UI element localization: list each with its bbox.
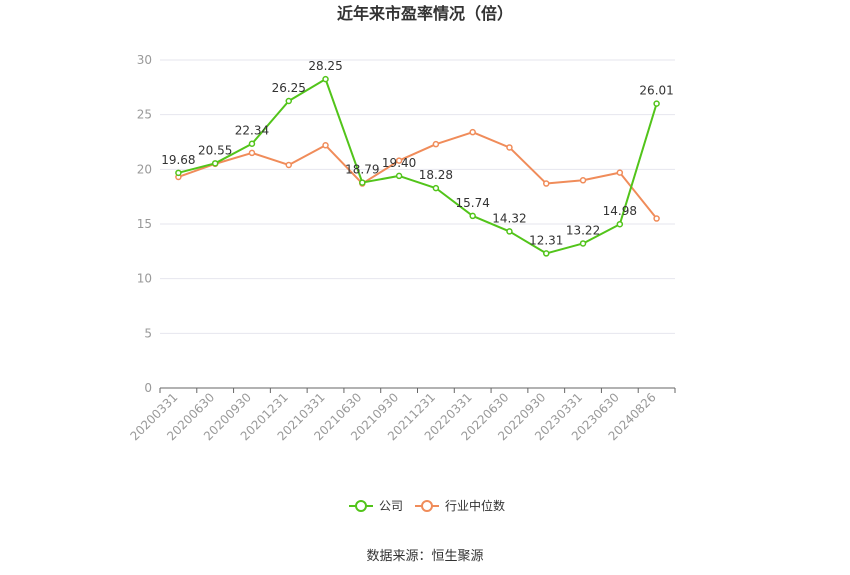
data-label: 14.98 (603, 204, 637, 218)
data-point[interactable] (653, 100, 660, 107)
y-tick-label: 25 (137, 108, 152, 122)
x-axis: 2020033120200630202009302020123120210331… (127, 387, 676, 443)
y-axis: 0 5 10 15 20 25 30 (137, 53, 152, 395)
data-point[interactable] (285, 97, 292, 105)
legend[interactable]: 公司 行业中位数 (349, 498, 505, 513)
data-label: 22.34 (235, 124, 269, 138)
data-point[interactable] (248, 140, 256, 147)
data-label: 26.01 (639, 84, 673, 98)
legend-item-0[interactable]: 公司 (349, 499, 403, 513)
data-point[interactable] (543, 180, 550, 187)
grid-lines (160, 59, 675, 334)
data-point[interactable] (248, 149, 256, 157)
data-point[interactable] (395, 157, 403, 164)
legend-item-1[interactable]: 行业中位数 (415, 498, 505, 513)
data-point[interactable] (579, 240, 587, 247)
data-point[interactable] (579, 177, 587, 184)
data-label: 13.22 (566, 223, 600, 237)
data-point[interactable] (616, 220, 624, 228)
chart-title: 近年来市盈率情况（倍） (337, 4, 513, 23)
y-tick-label: 0 (144, 381, 152, 395)
y-tick-label: 15 (137, 217, 152, 231)
data-point[interactable] (469, 212, 476, 220)
data-point[interactable] (506, 228, 513, 235)
legend-label: 公司 (379, 499, 403, 513)
series-line-0 (178, 78, 658, 255)
y-tick-label: 20 (137, 162, 152, 176)
series-lines (175, 75, 660, 257)
data-point[interactable] (175, 169, 182, 177)
source-note: 数据来源：恒生聚源 (366, 549, 483, 564)
y-tick-label: 10 (137, 272, 152, 286)
data-point[interactable] (543, 250, 550, 257)
data-point[interactable] (395, 172, 403, 180)
legend-label: 行业中位数 (445, 498, 505, 513)
data-point[interactable] (359, 179, 366, 186)
data-point[interactable] (211, 160, 219, 167)
data-point[interactable] (432, 140, 440, 148)
legend-marker (421, 500, 433, 512)
y-tick-label: 5 (144, 326, 152, 340)
data-point[interactable] (616, 169, 624, 176)
legend-marker (355, 500, 367, 512)
data-point[interactable] (322, 142, 329, 149)
y-tick-label: 30 (137, 53, 152, 67)
data-label: 18.28 (419, 168, 453, 182)
data-label: 15.74 (455, 196, 489, 210)
data-label: 19.68 (161, 153, 195, 167)
data-label: 18.79 (345, 163, 379, 177)
data-point[interactable] (469, 128, 476, 136)
series-line-1 (178, 131, 658, 220)
data-label: 20.55 (198, 143, 232, 157)
data-point[interactable] (653, 215, 660, 222)
data-label: 14.32 (492, 211, 526, 225)
data-point[interactable] (432, 184, 440, 192)
data-point[interactable] (285, 161, 292, 169)
data-point[interactable] (506, 144, 513, 151)
data-label: 12.31 (529, 233, 563, 247)
data-point[interactable] (322, 75, 329, 83)
data-label: 26.25 (272, 81, 306, 95)
data-label: 28.25 (308, 59, 342, 73)
data-label: 19.40 (382, 156, 416, 170)
